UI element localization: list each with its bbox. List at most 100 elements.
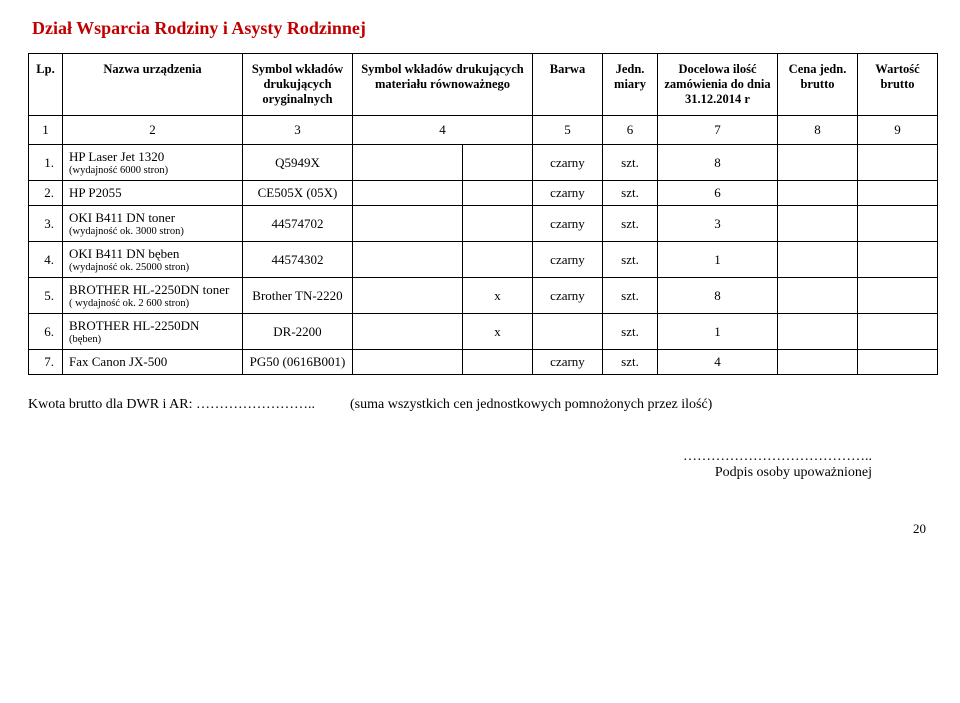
cell-qty: 4 — [658, 350, 778, 375]
th-sym2: Symbol wkładów drukujących materiału rów… — [353, 54, 533, 116]
cell-qty: 1 — [658, 314, 778, 350]
data-table: Lp. Nazwa urządzenia Symbol wkładów druk… — [28, 53, 938, 375]
footer-line: Kwota brutto dla DWR i AR: …………………….. (s… — [28, 397, 932, 413]
cell-unit: szt. — [603, 242, 658, 278]
page-title: Dział Wsparcia Rodziny i Asysty Rodzinne… — [32, 18, 932, 39]
footer-right: (suma wszystkich cen jednostkowych pomno… — [350, 397, 712, 412]
cell-sym2 — [353, 145, 463, 181]
cell-value — [858, 350, 938, 375]
cell-name: BROTHER HL-2250DN toner( wydajność ok. 2… — [63, 278, 243, 314]
cell-unit: szt. — [603, 314, 658, 350]
table-row: 3.OKI B411 DN toner(wydajność ok. 3000 s… — [29, 206, 938, 242]
table-row: 4.OKI B411 DN bęben(wydajność ok. 25000 … — [29, 242, 938, 278]
table-row: 2.HP P2055CE505X (05X)czarnyszt.6 — [29, 181, 938, 206]
cell-price — [778, 314, 858, 350]
cell-qty: 8 — [658, 145, 778, 181]
cell-unit: szt. — [603, 278, 658, 314]
page-number: 20 — [28, 521, 932, 537]
cell-unit: szt. — [603, 145, 658, 181]
cell-lp: 7. — [29, 350, 63, 375]
page-container: Dział Wsparcia Rodziny i Asysty Rodzinne… — [0, 0, 960, 549]
cell-qty: 8 — [658, 278, 778, 314]
table-body: 1.HP Laser Jet 1320(wydajność 6000 stron… — [29, 145, 938, 375]
th-color: Barwa — [533, 54, 603, 116]
cell-value — [858, 206, 938, 242]
th-lp: Lp. — [29, 54, 63, 116]
colnum: 4 — [353, 116, 533, 145]
cell-eq — [463, 145, 533, 181]
cell-eq: x — [463, 314, 533, 350]
cell-name: OKI B411 DN toner(wydajność ok. 3000 str… — [63, 206, 243, 242]
cell-price — [778, 145, 858, 181]
signature-dots: ………………………………….. — [28, 449, 872, 465]
cell-sym1: 44574702 — [243, 206, 353, 242]
column-number-row: 1 2 3 4 5 6 7 8 9 — [29, 116, 938, 145]
cell-value — [858, 145, 938, 181]
cell-lp: 2. — [29, 181, 63, 206]
th-qty: Docelowa ilość zamówienia do dnia 31.12.… — [658, 54, 778, 116]
cell-qty: 6 — [658, 181, 778, 206]
th-price: Cena jedn. brutto — [778, 54, 858, 116]
table-row: 7.Fax Canon JX-500PG50 (0616B001) czarnys… — [29, 350, 938, 375]
cell-sym2 — [353, 181, 463, 206]
footer-left: Kwota brutto dla DWR i AR: …………………….. — [28, 397, 315, 412]
cell-sym1: 44574302 — [243, 242, 353, 278]
cell-color: czarny — [533, 278, 603, 314]
colnum: 8 — [778, 116, 858, 145]
cell-qty: 1 — [658, 242, 778, 278]
cell-value — [858, 314, 938, 350]
cell-name: OKI B411 DN bęben(wydajność ok. 25000 st… — [63, 242, 243, 278]
cell-value — [858, 181, 938, 206]
th-unit: Jedn. miary — [603, 54, 658, 116]
cell-eq: x — [463, 278, 533, 314]
signature-label: Podpis osoby upoważnionej — [28, 465, 872, 481]
cell-color: czarny — [533, 145, 603, 181]
cell-sym2 — [353, 314, 463, 350]
cell-price — [778, 242, 858, 278]
cell-eq — [463, 181, 533, 206]
cell-lp: 6. — [29, 314, 63, 350]
th-value: Wartość brutto — [858, 54, 938, 116]
cell-lp: 5. — [29, 278, 63, 314]
cell-lp: 4. — [29, 242, 63, 278]
cell-price — [778, 278, 858, 314]
cell-name: Fax Canon JX-500 — [63, 350, 243, 375]
th-sym1: Symbol wkładów drukujących oryginalnych — [243, 54, 353, 116]
table-row: 5.BROTHER HL-2250DN toner( wydajność ok.… — [29, 278, 938, 314]
cell-value — [858, 278, 938, 314]
cell-qty: 3 — [658, 206, 778, 242]
cell-color: czarny — [533, 350, 603, 375]
cell-price — [778, 350, 858, 375]
cell-unit: szt. — [603, 206, 658, 242]
cell-color: czarny — [533, 242, 603, 278]
cell-value — [858, 242, 938, 278]
cell-price — [778, 181, 858, 206]
cell-name: HP Laser Jet 1320(wydajność 6000 stron) — [63, 145, 243, 181]
colnum: 9 — [858, 116, 938, 145]
cell-sym1: DR-2200 — [243, 314, 353, 350]
cell-eq — [463, 242, 533, 278]
cell-sym2 — [353, 206, 463, 242]
cell-sym2 — [353, 242, 463, 278]
cell-color: czarny — [533, 206, 603, 242]
cell-name: BROTHER HL-2250DN(bęben) — [63, 314, 243, 350]
cell-sym2 — [353, 350, 463, 375]
cell-eq — [463, 206, 533, 242]
table-row: 1.HP Laser Jet 1320(wydajność 6000 stron… — [29, 145, 938, 181]
cell-price — [778, 206, 858, 242]
table-header: Lp. Nazwa urządzenia Symbol wkładów druk… — [29, 54, 938, 145]
cell-sym1: PG50 (0616B001) — [243, 350, 353, 375]
cell-eq — [463, 350, 533, 375]
cell-lp: 3. — [29, 206, 63, 242]
signature-block: ………………………………….. Podpis osoby upoważnione… — [28, 449, 932, 481]
table-row: 6.BROTHER HL-2250DN(bęben)DR-2200 x szt.1 — [29, 314, 938, 350]
cell-unit: szt. — [603, 350, 658, 375]
th-name: Nazwa urządzenia — [63, 54, 243, 116]
cell-sym2 — [353, 278, 463, 314]
cell-unit: szt. — [603, 181, 658, 206]
cell-color: czarny — [533, 181, 603, 206]
cell-sym1: CE505X (05X) — [243, 181, 353, 206]
cell-color — [533, 314, 603, 350]
colnum: 1 — [29, 116, 63, 145]
cell-lp: 1. — [29, 145, 63, 181]
